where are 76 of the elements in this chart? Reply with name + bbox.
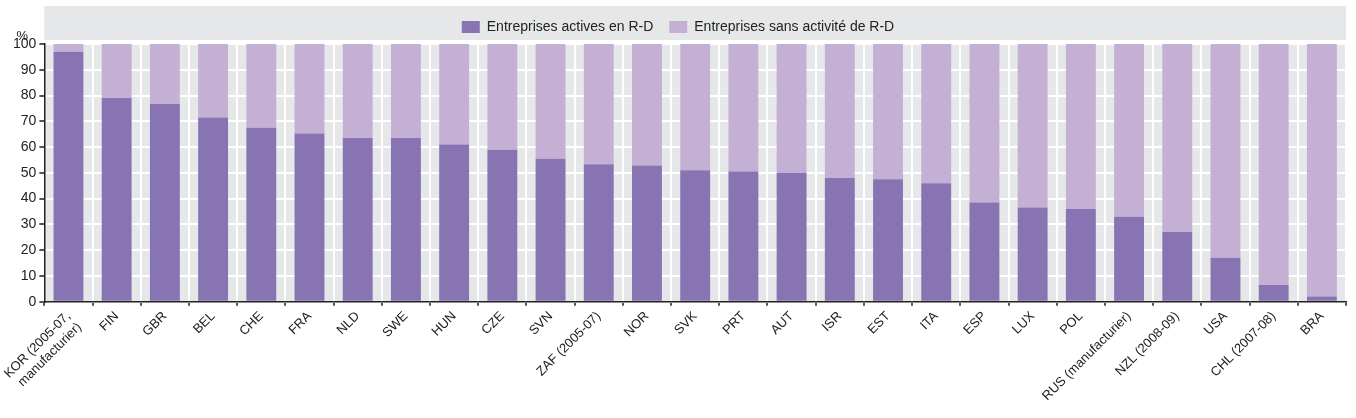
bar bbox=[921, 44, 952, 184]
bar bbox=[294, 133, 325, 301]
bar bbox=[824, 177, 855, 301]
x-tick-label: CZE bbox=[478, 307, 508, 338]
x-tick-label: FIN bbox=[95, 308, 122, 334]
bar bbox=[101, 44, 132, 99]
bar bbox=[149, 44, 180, 105]
bar bbox=[969, 44, 1000, 203]
bar bbox=[1162, 232, 1193, 301]
bar bbox=[583, 164, 614, 301]
bar bbox=[1065, 208, 1096, 301]
bar bbox=[1017, 44, 1048, 208]
bar bbox=[390, 44, 421, 139]
x-tick-label: FRA bbox=[285, 307, 315, 338]
y-tick-label: 10 bbox=[20, 266, 37, 283]
bar bbox=[1258, 44, 1289, 285]
bar bbox=[1065, 44, 1096, 209]
y-tick-label: 70 bbox=[20, 112, 37, 129]
bar bbox=[1210, 44, 1241, 258]
x-tick-label: ESP bbox=[960, 308, 990, 338]
y-tick-label: 90 bbox=[20, 60, 37, 77]
bar bbox=[535, 158, 566, 301]
y-tick-label: 60 bbox=[20, 137, 37, 154]
bar bbox=[1306, 296, 1337, 301]
bar bbox=[246, 44, 277, 128]
bar bbox=[1210, 257, 1241, 301]
bar bbox=[487, 149, 518, 301]
bar bbox=[294, 44, 325, 134]
legend-label: Entreprises sans activité de R-D bbox=[694, 17, 895, 34]
bar bbox=[53, 44, 84, 52]
bar bbox=[1258, 284, 1289, 301]
bar bbox=[1114, 216, 1145, 301]
bar bbox=[776, 172, 807, 301]
x-tick-label: ITA bbox=[916, 307, 942, 333]
y-tick-label: 50 bbox=[20, 163, 37, 180]
bar bbox=[728, 171, 759, 301]
bar bbox=[198, 44, 229, 118]
bar bbox=[1162, 44, 1193, 233]
bar bbox=[583, 44, 614, 165]
bar bbox=[728, 44, 759, 172]
legend-label: Entreprises actives en R-D bbox=[486, 17, 654, 34]
y-tick-label: 30 bbox=[20, 215, 37, 232]
bar bbox=[101, 98, 132, 301]
x-tick-label: NLD bbox=[333, 308, 363, 338]
bar bbox=[342, 138, 373, 301]
bar bbox=[776, 44, 807, 173]
bar bbox=[632, 165, 662, 301]
y-tick-label: 40 bbox=[20, 189, 37, 206]
bar bbox=[969, 202, 1000, 301]
y-tick-label: 0 bbox=[28, 292, 37, 309]
bar bbox=[680, 170, 711, 301]
bar bbox=[680, 44, 711, 171]
bar bbox=[921, 183, 952, 301]
bar bbox=[487, 44, 518, 150]
bar bbox=[342, 44, 373, 139]
bar bbox=[632, 44, 662, 166]
bar bbox=[439, 144, 470, 301]
bar bbox=[824, 44, 855, 178]
x-tick-label: BRA bbox=[1297, 307, 1327, 338]
bar bbox=[246, 127, 277, 301]
bar bbox=[439, 44, 470, 145]
y-tick-label: 80 bbox=[20, 86, 37, 103]
x-tick-label: ISR bbox=[818, 308, 845, 335]
y-tick-label: 20 bbox=[20, 240, 37, 257]
bar bbox=[390, 138, 421, 301]
x-tick-label: BEL bbox=[189, 308, 218, 337]
bar bbox=[53, 51, 84, 301]
bar bbox=[1114, 44, 1145, 217]
bar bbox=[1017, 207, 1048, 301]
bar bbox=[198, 117, 229, 301]
x-tick-label: USA bbox=[1200, 307, 1231, 338]
bar bbox=[873, 44, 903, 180]
bar bbox=[1306, 44, 1337, 297]
bar bbox=[535, 44, 566, 159]
bar bbox=[873, 179, 903, 301]
bar bbox=[149, 104, 180, 301]
